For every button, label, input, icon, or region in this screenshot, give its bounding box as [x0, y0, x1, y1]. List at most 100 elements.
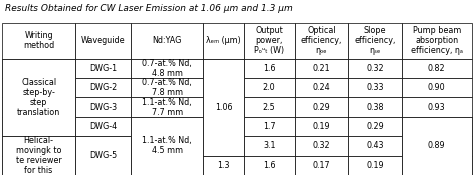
Bar [295, 97, 348, 117]
Bar [75, 156, 131, 175]
Text: 0.33: 0.33 [366, 83, 384, 92]
Bar [244, 97, 295, 117]
Text: 1.7: 1.7 [263, 122, 275, 131]
Text: 0.38: 0.38 [366, 103, 384, 111]
Text: Waveguide: Waveguide [81, 36, 125, 45]
Bar [295, 117, 348, 136]
Bar [244, 117, 295, 136]
Bar [295, 23, 348, 58]
Bar [75, 117, 131, 136]
Bar [2, 23, 75, 58]
Bar [295, 156, 348, 175]
Text: Pump beam
absorption
efficiency, ηₐ: Pump beam absorption efficiency, ηₐ [411, 26, 463, 55]
Text: Output
power,
Pₒᵘₜ (W): Output power, Pₒᵘₜ (W) [254, 26, 284, 55]
Text: Slope
efficiency,
ηₛₑ: Slope efficiency, ηₛₑ [355, 26, 396, 55]
Text: Nd:YAG: Nd:YAG [153, 36, 182, 45]
Bar [131, 117, 203, 136]
Text: 0.24: 0.24 [313, 83, 330, 92]
Text: 2.5: 2.5 [263, 103, 275, 111]
Text: 0.82: 0.82 [428, 64, 446, 73]
Bar [203, 58, 244, 78]
Bar [295, 58, 348, 78]
Text: 1.1-at.% Nd,
7.7 mm: 1.1-at.% Nd, 7.7 mm [143, 97, 192, 117]
Bar [402, 97, 472, 117]
Text: 0.32: 0.32 [366, 64, 384, 73]
Text: 0.7-at.% Nd,
4.8 mm: 0.7-at.% Nd, 4.8 mm [142, 59, 192, 78]
Bar [348, 58, 402, 78]
Text: 1.06: 1.06 [215, 103, 232, 111]
Bar [131, 136, 203, 156]
Bar [402, 58, 472, 78]
Bar [203, 117, 244, 136]
Bar [2, 58, 75, 78]
Text: 0.19: 0.19 [313, 122, 330, 131]
Bar [244, 156, 295, 175]
Bar [131, 156, 203, 175]
Bar [2, 78, 75, 97]
Text: Writing
method: Writing method [23, 31, 54, 50]
Bar [348, 156, 402, 175]
Bar [348, 136, 402, 156]
Text: 1.6: 1.6 [263, 64, 275, 73]
Bar [75, 97, 131, 117]
Text: DWG-3: DWG-3 [89, 103, 117, 111]
Bar [203, 78, 244, 97]
Text: DWG-2: DWG-2 [89, 83, 117, 92]
Bar [244, 78, 295, 97]
Text: Classical
step-by-
step
translation: Classical step-by- step translation [17, 78, 60, 117]
Text: 0.17: 0.17 [313, 161, 330, 170]
Text: 0.90: 0.90 [428, 83, 446, 92]
Bar [348, 78, 402, 97]
Bar [2, 136, 75, 175]
Bar [131, 23, 203, 58]
Text: 0.29: 0.29 [312, 103, 330, 111]
Bar [203, 156, 244, 175]
Bar [2, 156, 75, 175]
Bar [2, 117, 75, 136]
Bar [131, 97, 203, 117]
Bar [131, 58, 203, 78]
Text: Optical
efficiency,
ηₒₑ: Optical efficiency, ηₒₑ [301, 26, 342, 55]
Bar [402, 156, 472, 175]
Text: Helical-
movingk to
te reviewer
for this: Helical- movingk to te reviewer for this [16, 136, 62, 175]
Bar [2, 58, 75, 136]
Bar [75, 136, 131, 175]
Bar [75, 23, 131, 58]
Text: 2.0: 2.0 [263, 83, 275, 92]
Bar [131, 117, 203, 175]
Text: DWG-5: DWG-5 [89, 151, 117, 160]
Text: 0.43: 0.43 [366, 141, 384, 150]
Text: λₑₘ (μm): λₑₘ (μm) [206, 36, 241, 45]
Text: 1.1-at.% Nd,
4.5 mm: 1.1-at.% Nd, 4.5 mm [143, 136, 192, 155]
Bar [244, 58, 295, 78]
Text: 3.1: 3.1 [263, 141, 275, 150]
Text: 1.3: 1.3 [218, 161, 230, 170]
Bar [203, 136, 244, 156]
Text: 0.19: 0.19 [366, 161, 384, 170]
Bar [75, 136, 131, 156]
Text: 0.7-at.% Nd,
7.8 mm: 0.7-at.% Nd, 7.8 mm [142, 78, 192, 97]
Bar [295, 136, 348, 156]
Bar [402, 78, 472, 97]
Text: 0.29: 0.29 [366, 122, 384, 131]
Bar [75, 58, 131, 78]
Text: 1.6: 1.6 [263, 161, 275, 170]
Bar [75, 78, 131, 97]
Bar [348, 117, 402, 136]
Text: Results Obtained for CW Laser Emission at 1.06 μm and 1.3 μm: Results Obtained for CW Laser Emission a… [5, 4, 292, 13]
Bar [244, 136, 295, 156]
Bar [402, 117, 472, 136]
Bar [402, 136, 472, 156]
Text: 0.21: 0.21 [313, 64, 330, 73]
Bar [203, 97, 244, 117]
Text: DWG-4: DWG-4 [89, 122, 117, 131]
Bar [348, 23, 402, 58]
Bar [203, 23, 244, 58]
Bar [2, 136, 75, 156]
Bar [348, 97, 402, 117]
Text: 0.93: 0.93 [428, 103, 446, 111]
Bar [203, 58, 244, 156]
Bar [244, 23, 295, 58]
Text: DWG-1: DWG-1 [89, 64, 117, 73]
Bar [402, 23, 472, 58]
